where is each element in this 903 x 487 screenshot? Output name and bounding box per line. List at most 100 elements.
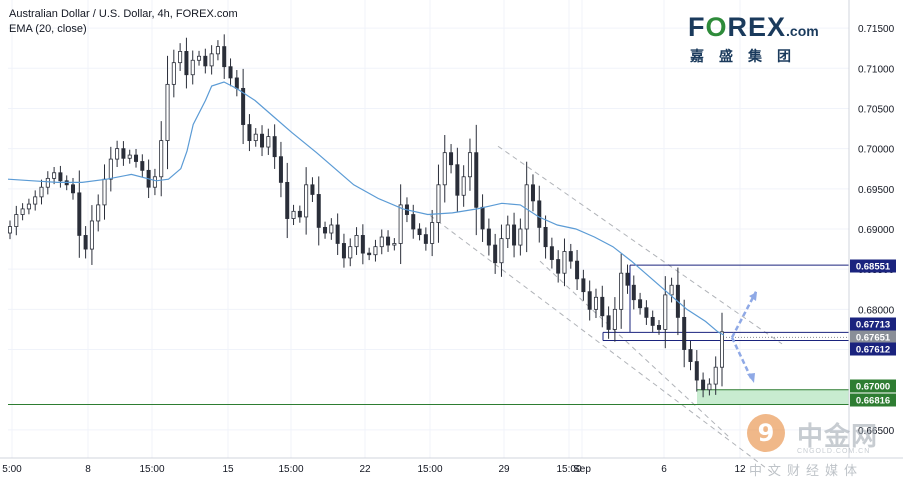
bullish-arrow-shaft bbox=[730, 291, 758, 339]
candle-bull bbox=[108, 158, 113, 180]
candle-bear bbox=[278, 156, 283, 183]
candle-bull bbox=[379, 236, 384, 248]
candle-bull bbox=[304, 184, 309, 218]
x-tick-label: 22 bbox=[359, 464, 371, 475]
candle-bear bbox=[297, 210, 302, 218]
x-tick-label: 5:00 bbox=[2, 464, 22, 475]
candle-bull bbox=[562, 251, 567, 274]
y-tick-label: 0.66500 bbox=[858, 426, 895, 437]
price-label: 0.68551 bbox=[850, 259, 896, 273]
candle-bull bbox=[96, 204, 101, 222]
candle-bull bbox=[14, 214, 19, 227]
candle-bear bbox=[316, 194, 321, 228]
candle-bear bbox=[222, 46, 227, 68]
candle-bear bbox=[134, 154, 139, 162]
price-label-bg bbox=[850, 317, 896, 331]
candle-bear bbox=[411, 214, 416, 230]
candle-bear bbox=[606, 315, 611, 330]
candle-bear bbox=[701, 379, 706, 391]
candle-bear bbox=[260, 133, 265, 148]
price-label-bg bbox=[850, 330, 896, 344]
channel-lower-line bbox=[539, 260, 731, 439]
candle-bull bbox=[266, 136, 271, 148]
price-axis: 0.71500 0.71000 0.70500 0.70000 0.69500 0.690… bbox=[848, 0, 896, 458]
price-label-text: 0.67612 bbox=[856, 345, 890, 356]
candle-bull bbox=[612, 308, 617, 330]
candle-bear bbox=[323, 226, 328, 234]
candle-bear bbox=[556, 259, 561, 274]
candle-bull bbox=[518, 228, 523, 246]
candle-bull bbox=[329, 224, 334, 234]
candle-bull bbox=[373, 246, 378, 256]
candle-bull bbox=[33, 196, 38, 205]
candle-bear bbox=[335, 224, 340, 244]
candle-bear bbox=[493, 244, 498, 264]
watermark-name: 中金网 bbox=[797, 422, 879, 452]
candle-bull bbox=[178, 51, 183, 64]
candle-bull bbox=[171, 62, 176, 85]
price-label-bg bbox=[850, 259, 896, 273]
candle-bear bbox=[247, 124, 252, 142]
candle-bear bbox=[631, 284, 636, 301]
y-tick-label: 0.70000 bbox=[858, 145, 895, 156]
candle-bear bbox=[455, 164, 460, 196]
watermark-coin-icon: 9 bbox=[747, 414, 785, 452]
candlesticks bbox=[7, 34, 725, 398]
candle-bear bbox=[341, 243, 346, 259]
candle-bull bbox=[127, 154, 132, 159]
candle-bear bbox=[568, 251, 573, 262]
forex-logo: FOREX.com 嘉盛集团 bbox=[688, 12, 838, 65]
price-label: 0.67000 bbox=[850, 379, 896, 393]
candle-bear bbox=[543, 226, 548, 248]
candle-bull bbox=[713, 366, 718, 385]
candle-bull bbox=[26, 203, 31, 210]
candle-bull bbox=[45, 177, 50, 188]
ema-line bbox=[7, 81, 725, 336]
candle-bear bbox=[638, 299, 643, 309]
x-tick-label: 15:00 bbox=[417, 464, 442, 475]
price-label-text: 0.67651 bbox=[856, 333, 891, 344]
logo-com: .com bbox=[786, 23, 819, 39]
candle-bear bbox=[644, 307, 649, 318]
watermark: 9 中金网 CNGOLD.COM.CN 中文财经媒体 bbox=[745, 412, 895, 484]
candle-bull bbox=[505, 224, 510, 240]
candle-bull bbox=[436, 184, 441, 223]
grid-lines bbox=[8, 0, 849, 458]
price-label-text: 0.67713 bbox=[856, 320, 890, 331]
indicator-label: EMA (20, close) bbox=[9, 23, 87, 35]
x-tick-label: 12 bbox=[734, 464, 746, 475]
candle-bull bbox=[619, 272, 624, 310]
candle-bull bbox=[39, 186, 44, 198]
price-label-text: 0.66816 bbox=[856, 396, 890, 407]
candle-bull bbox=[89, 220, 94, 250]
candle-bull bbox=[442, 152, 447, 186]
support-zone bbox=[697, 389, 849, 405]
candle-bull bbox=[159, 140, 164, 178]
candle-bear bbox=[423, 234, 428, 244]
candle-bull bbox=[7, 226, 12, 234]
price-label-bg bbox=[850, 379, 896, 393]
y-tick-label: 0.68000 bbox=[858, 305, 895, 316]
y-tick-label: 0.71000 bbox=[858, 64, 895, 75]
candle-bear bbox=[625, 272, 630, 286]
candle-bull bbox=[669, 284, 674, 296]
candle-bull bbox=[663, 294, 668, 330]
price-label: 0.67612 bbox=[850, 342, 896, 356]
candle-bear bbox=[581, 278, 586, 293]
candle-bear bbox=[688, 349, 693, 362]
candle-bear bbox=[71, 184, 76, 194]
candle-bull bbox=[197, 55, 202, 61]
candle-bull bbox=[499, 238, 504, 264]
candle-bear bbox=[228, 66, 233, 79]
x-tick-label: 15:00 bbox=[139, 464, 164, 475]
x-tick-label: 15:00 bbox=[556, 464, 581, 475]
candle-bear bbox=[530, 184, 535, 202]
candle-bear bbox=[140, 161, 145, 171]
candle-bear bbox=[272, 136, 277, 158]
ema-20-line bbox=[7, 81, 725, 336]
projection-arrows bbox=[730, 291, 758, 383]
candle-bull bbox=[291, 210, 296, 219]
candle-bear bbox=[310, 184, 315, 195]
